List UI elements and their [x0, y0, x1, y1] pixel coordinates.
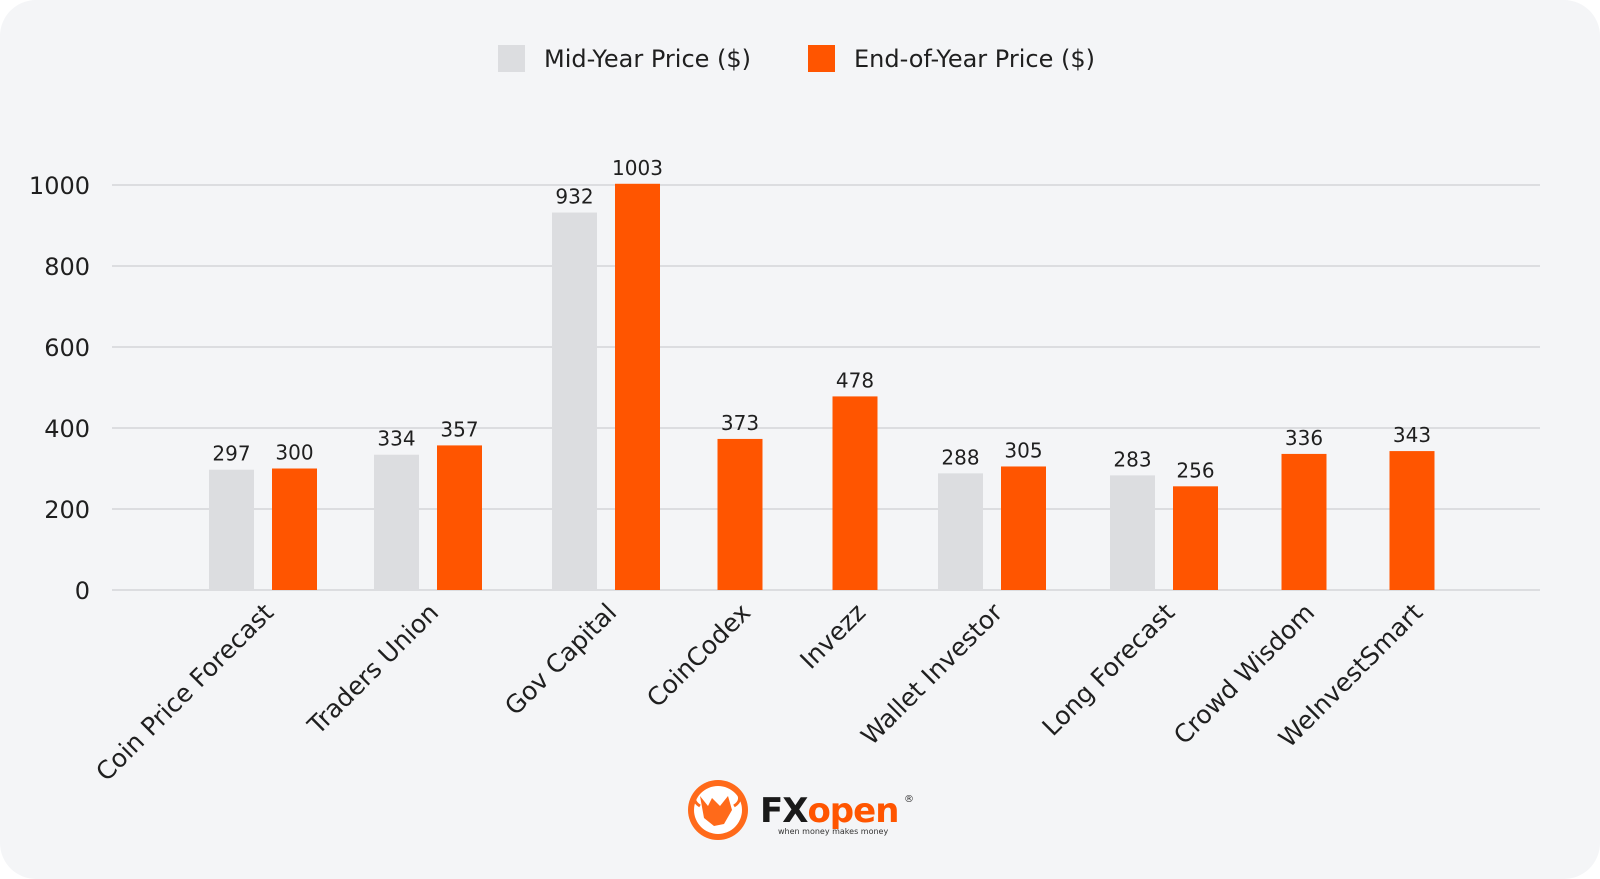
legend-swatch-mid-year	[498, 45, 525, 72]
bar-gov-capital-end-of-year	[615, 183, 660, 590]
legend-label-mid-year: Mid-Year Price ($)	[544, 45, 751, 73]
x-category-label-coincodex: CoinCodex	[641, 598, 756, 713]
x-category-label-long-forecast: Long Forecast	[1037, 598, 1181, 742]
registered-mark: ®	[904, 794, 914, 805]
data-label-invezz-end-of-year: 478	[836, 368, 874, 392]
y-tick-label-1000: 1000	[29, 172, 90, 200]
data-label-wallet-investor-end-of-year: 305	[1004, 438, 1042, 462]
data-label-weinvestsmart-end-of-year: 343	[1393, 423, 1431, 447]
logo-tagline: when money makes money	[778, 827, 888, 836]
bar-coin-price-forecast-mid-year	[209, 469, 254, 590]
legend-label-end-of-year: End-of-Year Price ($)	[854, 45, 1095, 73]
y-tick-label-400: 400	[44, 415, 90, 443]
y-tick-label-0: 0	[75, 577, 90, 605]
data-labels: 297 300 334 357 932 1003 373 478 288 305 283 256 336…	[212, 156, 1431, 483]
data-label-traders-union-mid-year: 334	[377, 427, 415, 451]
x-axis-categories: Coin Price Forecast Traders Union Gov Capi…	[90, 597, 1428, 786]
x-category-label-coin-price-forecast: Coin Price Forecast	[90, 598, 279, 787]
svg-text:FXopen: FXopen	[760, 791, 898, 831]
data-label-gov-capital-mid-year: 932	[555, 185, 593, 209]
y-tick-label-600: 600	[44, 334, 90, 362]
data-label-coin-price-forecast-end-of-year: 300	[275, 441, 313, 465]
data-label-traders-union-end-of-year: 357	[440, 417, 478, 441]
data-label-crowd-wisdom-end-of-year: 336	[1285, 426, 1323, 450]
x-category-label-invezz: Invezz	[794, 598, 871, 675]
bar-long-forecast-mid-year	[1110, 475, 1155, 590]
legend-swatch-end-of-year	[808, 45, 835, 72]
x-category-label-wallet-investor: Wallet Investor	[855, 597, 1008, 750]
logo-text-open: open	[807, 791, 898, 831]
bar-traders-union-end-of-year	[437, 445, 482, 590]
bars	[209, 183, 1435, 591]
y-axis-ticks: 0 200 400 600 800 1000	[29, 172, 90, 605]
bar-wallet-investor-end-of-year	[1001, 466, 1046, 590]
data-label-coin-price-forecast-mid-year: 297	[212, 442, 250, 466]
bull-logo-icon	[688, 780, 748, 840]
bar-traders-union-mid-year	[374, 454, 419, 590]
fxopen-logo: FXopen ® when money makes money	[688, 780, 914, 840]
bar-long-forecast-end-of-year	[1173, 486, 1218, 590]
data-label-coincodex-end-of-year: 373	[721, 411, 759, 435]
data-label-long-forecast-end-of-year: 256	[1176, 458, 1214, 482]
data-label-gov-capital-end-of-year: 1003	[612, 156, 663, 180]
x-category-label-traders-union: Traders Union	[301, 598, 444, 741]
bar-coin-price-forecast-end-of-year	[272, 468, 317, 590]
data-label-long-forecast-mid-year: 283	[1113, 447, 1151, 471]
logo-text-fx: FX	[760, 791, 808, 831]
data-label-wallet-investor-mid-year: 288	[941, 445, 979, 469]
legend: Mid-Year Price ($) End-of-Year Price ($)	[498, 45, 1095, 73]
y-tick-label-200: 200	[44, 496, 90, 524]
bar-invezz-end-of-year	[832, 396, 878, 590]
bar-coincodex-end-of-year	[717, 438, 763, 590]
x-category-label-gov-capital: Gov Capital	[499, 598, 622, 721]
bar-wallet-investor-mid-year	[938, 473, 983, 590]
y-tick-label-800: 800	[44, 253, 90, 281]
bar-gov-capital-mid-year	[552, 212, 597, 591]
bar-crowd-wisdom-end-of-year	[1281, 453, 1327, 590]
bar-weinvestsmart-end-of-year	[1389, 451, 1435, 590]
